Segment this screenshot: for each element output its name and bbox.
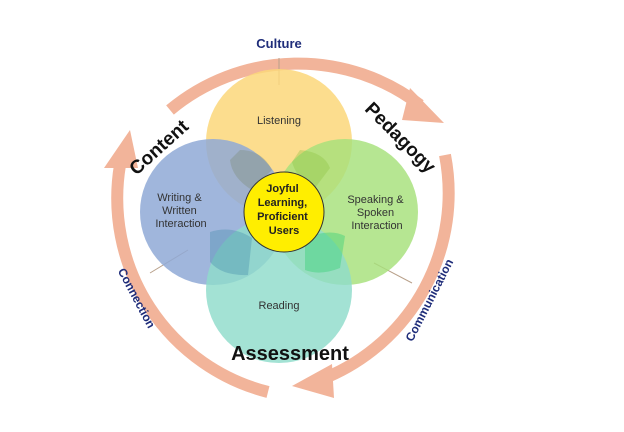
writing-label: Writing & Written Interaction <box>155 192 206 230</box>
center-label-line3: Proficient <box>257 211 308 223</box>
assessment-label: Assessment <box>231 343 349 365</box>
speaking-label: Speaking & Spoken Interaction <box>347 194 406 232</box>
center-label: Joyful Learning, Proficient Users <box>257 183 311 237</box>
overlap-top-right <box>292 150 330 192</box>
writing-label-line3: Interaction <box>155 218 206 230</box>
writing-label-line1: Writing & <box>157 192 202 204</box>
center-label-line2: Learning, <box>258 197 308 209</box>
cycle-ring <box>104 57 455 398</box>
speaking-label-line1: Speaking & <box>347 194 404 206</box>
speaking-label-line2: Spoken <box>357 207 394 219</box>
right-arrow-arc <box>322 153 455 384</box>
center-label-line4: Users <box>269 225 300 237</box>
culture-label: Culture <box>256 36 302 51</box>
reading-circle <box>206 217 352 363</box>
writing-label-line2: Written <box>162 205 197 217</box>
overlap-bottom-left <box>210 229 252 276</box>
circle-labels: Listening Writing & Written Interaction … <box>155 115 406 312</box>
overlap-bottom-right <box>305 232 345 273</box>
left-arrow-arc <box>111 164 270 398</box>
right-arrowhead <box>292 364 334 398</box>
culture-label-bg <box>248 34 310 52</box>
left-arrowhead <box>104 130 138 168</box>
reading-label: Reading <box>259 300 300 312</box>
center-circle <box>243 171 325 253</box>
top-arrow-arc <box>166 57 424 115</box>
skill-circles <box>140 69 418 363</box>
listening-label: Listening <box>257 115 301 127</box>
top-arrowhead <box>402 88 444 123</box>
center-label-line1: Joyful <box>266 183 298 195</box>
speaking-label-line3: Interaction <box>351 220 402 232</box>
